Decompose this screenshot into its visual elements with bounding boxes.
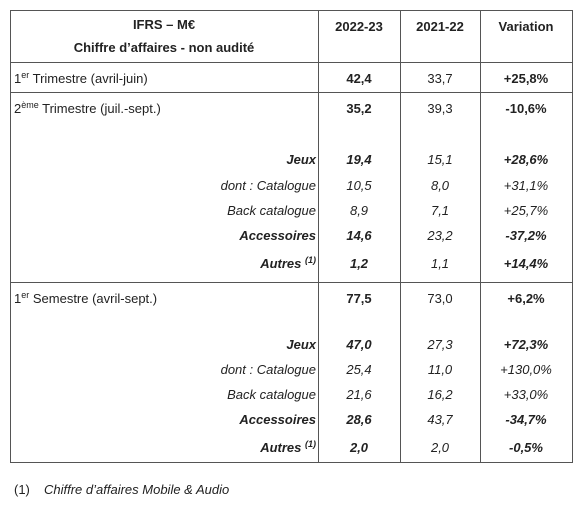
cell-value: 33,7 (427, 71, 453, 86)
cell-value: 77,5 (346, 291, 372, 306)
label-text: 1 (14, 71, 22, 86)
column-border (400, 10, 401, 463)
cell-value: +14,4% (503, 256, 549, 271)
label-text: Jeux (286, 152, 316, 167)
cell-value: -37,2% (505, 228, 547, 243)
label-text: Back catalogue (227, 203, 316, 218)
cell-value: 19,4 (346, 152, 372, 167)
label-text: dont : Catalogue (220, 362, 316, 377)
label-superscript: er (21, 290, 30, 300)
cell-value: 14,6 (346, 228, 372, 243)
cell-value: +33,0% (503, 387, 549, 402)
cell-value: -0,5% (509, 440, 543, 455)
label-text: 2 (14, 101, 22, 116)
cell-value: 11,0 (427, 362, 453, 377)
cell-value: +25,7% (503, 203, 549, 218)
cell-value: 15,1 (427, 152, 453, 167)
cell-value: 1,2 (349, 256, 369, 271)
label-text: dont : Catalogue (220, 178, 316, 193)
cell-value: 47,0 (346, 337, 372, 352)
row-label: Accessoires (239, 228, 316, 244)
footnote-text: Chiffre d’affaires Mobile & Audio (44, 482, 230, 497)
row-label: Jeux (286, 337, 316, 353)
label-text: Autres (260, 256, 305, 271)
row-label: dont : Catalogue (221, 362, 316, 378)
label-text: Autres (260, 440, 305, 455)
cell-value: 43,7 (427, 412, 453, 427)
cell-value: +31,1% (503, 178, 549, 193)
cell-value: 8,9 (349, 203, 369, 218)
cell-value: 7,1 (430, 203, 450, 218)
cell-value: 25,4 (346, 362, 372, 377)
row-label: 1er Semestre (avril-sept.) (14, 291, 157, 307)
label-superscript: (1) (305, 439, 316, 449)
cell-value: 2,0 (430, 440, 450, 455)
cell-value: +28,6% (503, 152, 549, 167)
cell-value: 23,2 (427, 228, 453, 243)
label-text: Jeux (286, 337, 316, 352)
cell-value: 28,6 (346, 412, 372, 427)
cell-value: +130,0% (500, 362, 552, 377)
label-text: Trimestre (juil.-sept.) (38, 101, 161, 116)
header-subtitle: Chiffre d’affaires - non audité (73, 40, 255, 55)
row-label: Autres (1) (260, 256, 316, 272)
label-superscript: ème (21, 100, 39, 110)
cell-value: 39,3 (427, 101, 453, 116)
row-border (10, 462, 573, 463)
column-header: 2022-23 (335, 19, 383, 34)
column-border (318, 10, 319, 463)
cell-value: +72,3% (503, 337, 549, 352)
label-text: Accessoires (239, 412, 316, 427)
row-label: 1er Trimestre (avril-juin) (14, 71, 148, 87)
row-label: Accessoires (239, 412, 316, 428)
row-label: dont : Catalogue (221, 178, 316, 194)
label-text: Back catalogue (227, 387, 316, 402)
cell-value: +6,2% (507, 291, 545, 306)
header-title: IFRS – M€ (132, 17, 196, 32)
cell-value: 42,4 (346, 71, 372, 86)
row-label: Back catalogue (227, 387, 316, 403)
cell-value: 1,1 (430, 256, 450, 271)
column-header: Variation (498, 19, 554, 34)
row-border (10, 282, 573, 283)
label-text: Accessoires (239, 228, 316, 243)
row-label: Back catalogue (227, 203, 316, 219)
column-border (572, 10, 573, 463)
label-text: 1 (14, 291, 22, 306)
column-header: 2021-22 (416, 19, 464, 34)
label-superscript: er (21, 70, 30, 80)
label-text: Semestre (avril-sept.) (29, 291, 158, 306)
column-border (10, 10, 11, 463)
footnote-marker: (1) (14, 482, 30, 497)
cell-value: 73,0 (427, 291, 453, 306)
row-label: 2ème Trimestre (juil.-sept.) (14, 101, 161, 117)
row-label: Jeux (286, 152, 316, 168)
cell-value: +25,8% (503, 71, 549, 86)
label-superscript: (1) (305, 255, 316, 265)
row-border (10, 92, 573, 93)
cell-value: -10,6% (505, 101, 547, 116)
row-border (10, 10, 573, 11)
cell-value: 8,0 (430, 178, 450, 193)
row-label: Autres (1) (260, 440, 316, 456)
row-border (10, 62, 573, 63)
cell-value: 10,5 (346, 178, 372, 193)
cell-value: 35,2 (346, 101, 372, 116)
cell-value: 27,3 (427, 337, 453, 352)
cell-value: -34,7% (505, 412, 547, 427)
cell-value: 16,2 (427, 387, 453, 402)
column-border (480, 10, 481, 463)
cell-value: 2,0 (349, 440, 369, 455)
label-text: Trimestre (avril-juin) (29, 71, 148, 86)
cell-value: 21,6 (346, 387, 372, 402)
